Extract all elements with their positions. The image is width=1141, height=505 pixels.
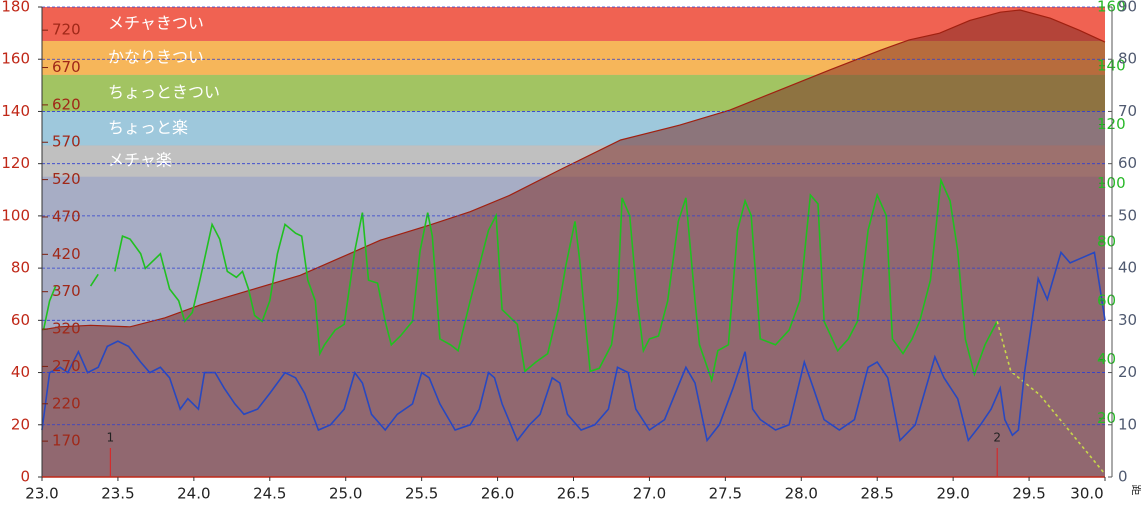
y4-tick-label: 70 <box>1118 102 1137 120</box>
x-tick-label: 24.5 <box>253 485 286 503</box>
y-tick-label: 40 <box>11 363 30 381</box>
x-tick-label: 26.5 <box>557 485 590 503</box>
y3-tick-label: 470 <box>52 207 81 225</box>
y4-tick-label: 20 <box>1118 363 1137 381</box>
x-tick-label: 30.0 <box>1070 485 1103 503</box>
y3-tick-label: 670 <box>52 58 81 76</box>
x-tick-label: 25.0 <box>329 485 362 503</box>
x-tick-label: 29.0 <box>936 485 969 503</box>
x-tick-label: 24.0 <box>177 485 210 503</box>
y4-tick-label: 10 <box>1118 415 1137 433</box>
y-tick-label: 140 <box>1 102 30 120</box>
y3-tick-label: 320 <box>52 320 81 338</box>
y4-tick-label: 90 <box>1118 0 1137 16</box>
x-tick-label: 27.5 <box>709 485 742 503</box>
y4-tick-label: 50 <box>1118 206 1137 224</box>
y3-tick-label: 420 <box>52 245 81 263</box>
area-fill <box>42 10 1105 477</box>
lap-label: 2 <box>993 431 1001 445</box>
y3-tick-label: 520 <box>52 170 81 188</box>
series-line <box>996 321 1106 475</box>
y-tick-label: 100 <box>1 206 30 224</box>
y3-tick-label: 220 <box>52 394 81 412</box>
x-tick-label: 28.0 <box>785 485 818 503</box>
y-tick-label: 0 <box>20 468 30 486</box>
x-tick-label: 25.5 <box>405 485 438 503</box>
y-tick-label: 160 <box>1 50 30 68</box>
lap-label: 1 <box>107 431 115 445</box>
x-tick-label: 26.0 <box>481 485 514 503</box>
y4-tick-label: 60 <box>1118 154 1137 172</box>
y-tick-label: 20 <box>11 415 30 433</box>
y3-tick-label: 620 <box>52 95 81 113</box>
y3-tick-label: 170 <box>52 432 81 450</box>
y3-tick-label: 370 <box>52 282 81 300</box>
x-tick-label: 23.5 <box>101 485 134 503</box>
x-tick-label: 28.5 <box>861 485 894 503</box>
series-line <box>41 250 1106 443</box>
zone-label: メチャきつい <box>108 13 204 32</box>
zone-label: かなりきつい <box>108 47 204 66</box>
y2-tick-label: 140 <box>1097 56 1126 74</box>
y4-tick-label: 80 <box>1118 50 1137 68</box>
y-tick-label: 180 <box>1 0 30 16</box>
x-tick-label: 29.5 <box>1012 485 1045 503</box>
y4-tick-label: 0 <box>1118 468 1128 486</box>
y3-tick-label: 270 <box>52 357 81 375</box>
y2-tick-label: 100 <box>1097 174 1126 192</box>
y2-tick-label: 40 <box>1097 350 1116 368</box>
zone-label: メチャ楽 <box>108 151 172 170</box>
y-tick-label: 120 <box>1 154 30 172</box>
x-tick-label: 27.0 <box>633 485 666 503</box>
y2-tick-label: 60 <box>1097 291 1116 309</box>
y-tick-label: 80 <box>11 259 30 277</box>
y2-tick-label: 20 <box>1097 409 1116 427</box>
y4-tick-label: 30 <box>1118 311 1137 329</box>
x-axis-label: 距 <box>1130 485 1141 496</box>
zone-label: ちょっときつい <box>108 83 220 102</box>
x-tick-label: 23.0 <box>25 485 58 503</box>
y4-tick-label: 40 <box>1118 259 1137 277</box>
y2-tick-label: 80 <box>1097 233 1116 251</box>
y3-tick-label: 720 <box>52 21 81 39</box>
y3-tick-label: 570 <box>52 133 81 151</box>
y-tick-label: 60 <box>11 311 30 329</box>
y2-tick-label: 120 <box>1097 115 1126 133</box>
series-line <box>42 177 998 384</box>
zone-label: ちょっと楽 <box>108 118 188 137</box>
y2-tick-label: 160 <box>1097 0 1126 16</box>
